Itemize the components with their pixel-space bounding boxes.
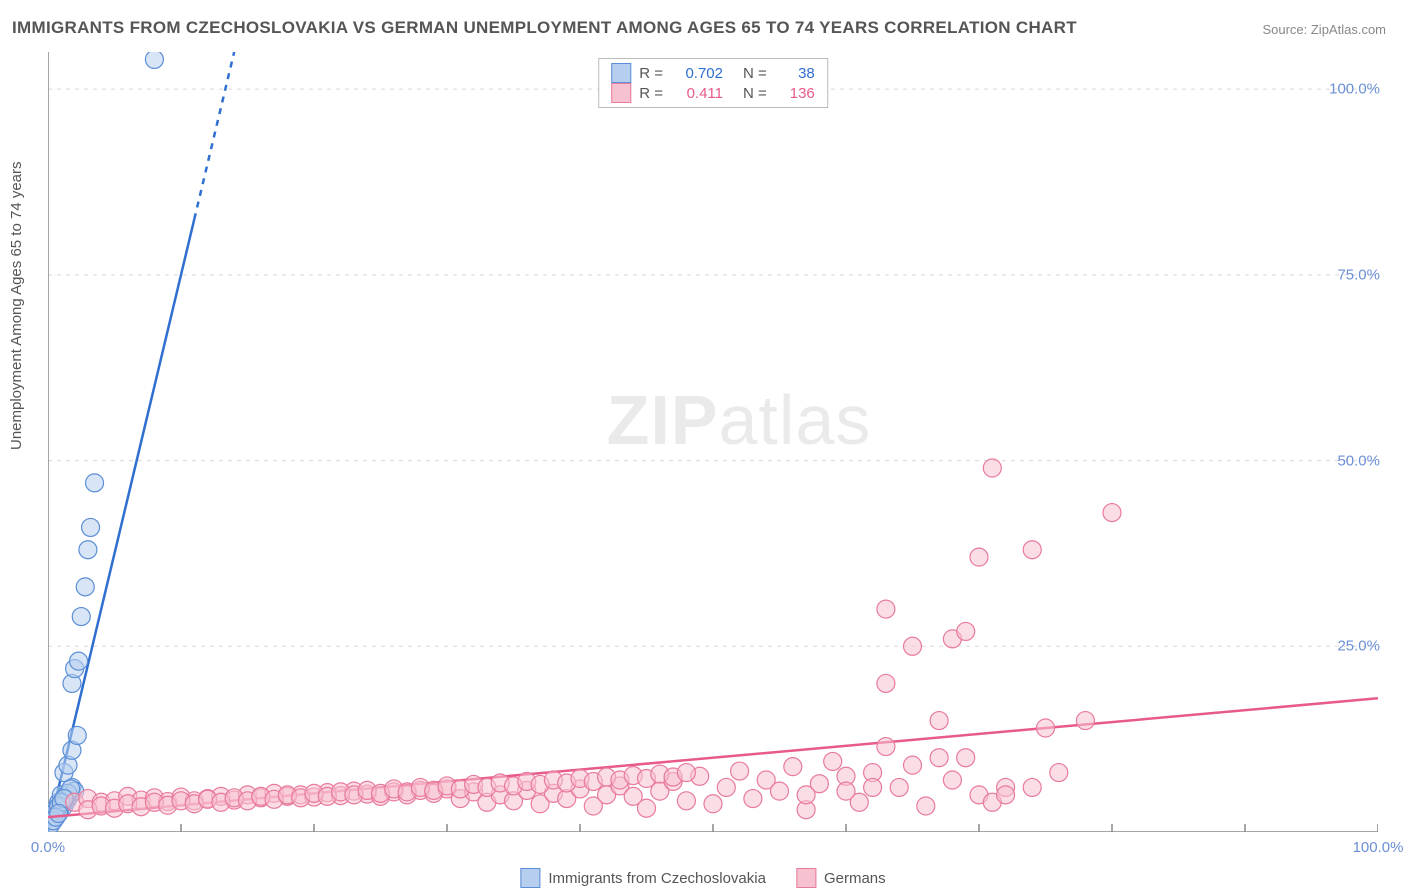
legend-stats: R = 0.702 N = 38 R = 0.411 N = 136	[598, 58, 828, 108]
legend-label: Immigrants from Czechoslovakia	[548, 870, 766, 887]
legend-r-label: R =	[639, 65, 663, 82]
x-tick-label: 0.0%	[31, 839, 65, 856]
y-axis-label: Unemployment Among Ages 65 to 74 years	[8, 161, 25, 450]
legend-n-value: 136	[775, 85, 815, 102]
source-label: Source: ZipAtlas.com	[1262, 22, 1386, 37]
y-tick-label: 75.0%	[1337, 266, 1380, 283]
legend-swatch	[520, 868, 540, 888]
legend-n-label: N =	[743, 85, 767, 102]
legend-r-value: 0.411	[671, 85, 723, 102]
legend-stat-row: R = 0.702 N = 38	[611, 63, 815, 83]
legend-r-value: 0.702	[671, 65, 723, 82]
legend-r-label: R =	[639, 85, 663, 102]
y-tick-label: 25.0%	[1337, 638, 1380, 655]
legend-n-label: N =	[743, 65, 767, 82]
legend-item: Germans	[796, 868, 886, 888]
legend-stat-row: R = 0.411 N = 136	[611, 83, 815, 103]
legend-swatch	[611, 83, 631, 103]
x-tick-label: 100.0%	[1353, 839, 1404, 856]
legend-label: Germans	[824, 870, 886, 887]
chart-title: IMMIGRANTS FROM CZECHOSLOVAKIA VS GERMAN…	[12, 18, 1077, 38]
scatter-plot	[48, 52, 1378, 832]
legend-n-value: 38	[775, 65, 815, 82]
y-tick-label: 50.0%	[1337, 452, 1380, 469]
legend-swatch	[796, 868, 816, 888]
legend-item: Immigrants from Czechoslovakia	[520, 868, 766, 888]
y-tick-label: 100.0%	[1329, 81, 1380, 98]
legend-swatch	[611, 63, 631, 83]
chart-area: ZIPatlas R =0.702N =38R =0.411N =136 25.…	[48, 52, 1378, 832]
legend-bottom: Immigrants from Czechoslovakia Germans	[520, 868, 885, 888]
